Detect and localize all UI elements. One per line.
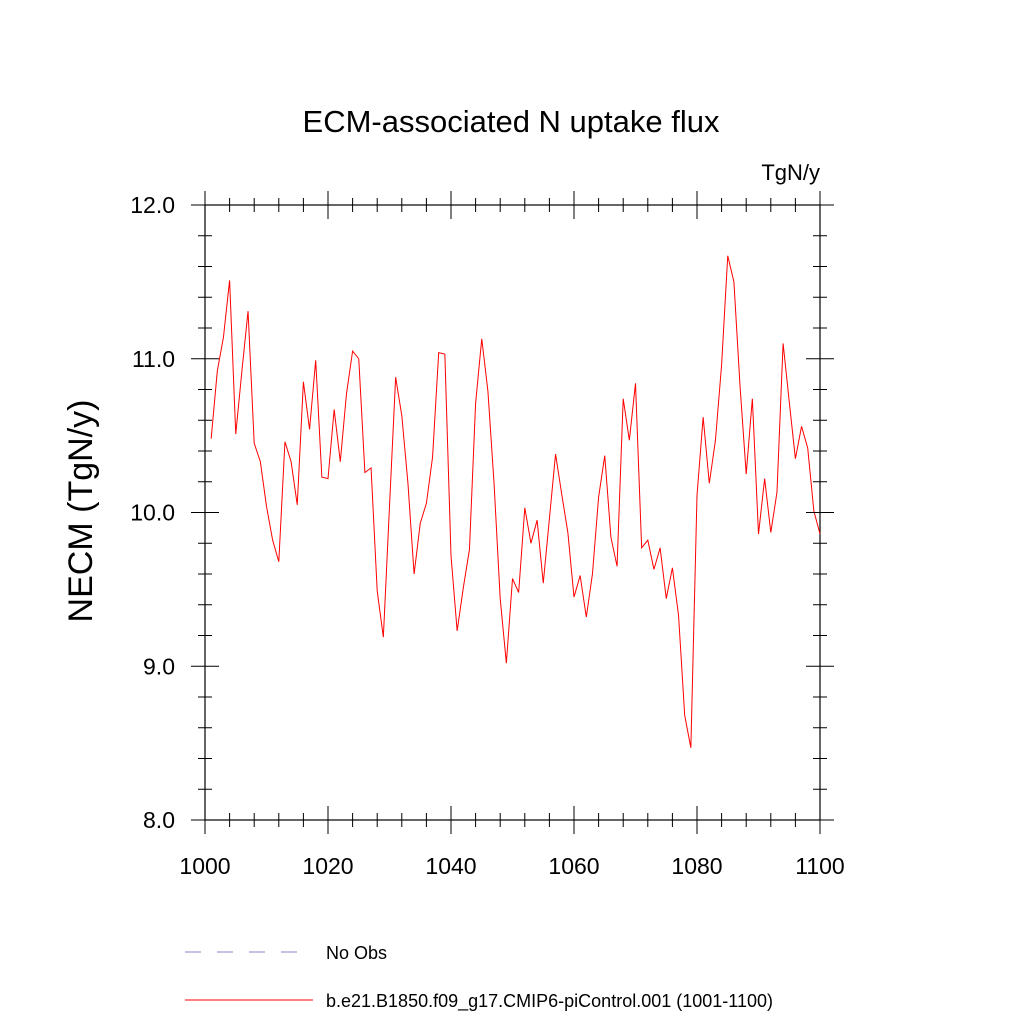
y-axis-label: NECM (TgN/y) (62, 400, 100, 623)
series-layer (210, 255, 821, 748)
x-tick-label: 1040 (425, 853, 476, 879)
chart-title: ECM-associated N uptake flux (303, 104, 720, 139)
legend: No Obs b.e21.B1850.f09_g17.CMIP6-piContr… (185, 943, 773, 1012)
plot-frame (204, 204, 821, 821)
series-line-1 (210, 255, 821, 748)
legend-picontrol-label: b.e21.B1850.f09_g17.CMIP6-piControl.001 … (326, 991, 773, 1012)
plot-area (204, 204, 821, 821)
units-label: TgN/y (761, 160, 820, 185)
y-tick-label: 9.0 (143, 653, 175, 679)
legend-no-obs-label: No Obs (326, 943, 387, 963)
x-tick-label: 1060 (548, 853, 599, 879)
y-tick-label: 8.0 (143, 807, 175, 833)
x-tick-label: 1000 (179, 853, 230, 879)
y-tick-label: 11.0 (132, 346, 175, 372)
y-tick-label: 12.0 (130, 192, 175, 218)
y-tick-label: 10.0 (130, 500, 175, 526)
x-tick-label: 1020 (302, 853, 353, 879)
x-tick-label: 1100 (795, 853, 844, 879)
x-tick-label: 1080 (671, 853, 722, 879)
axes-layer: 1000 1020 1040 1060 1080 1100 8.0 9.0 10.0 11.0 12… (130, 191, 845, 879)
